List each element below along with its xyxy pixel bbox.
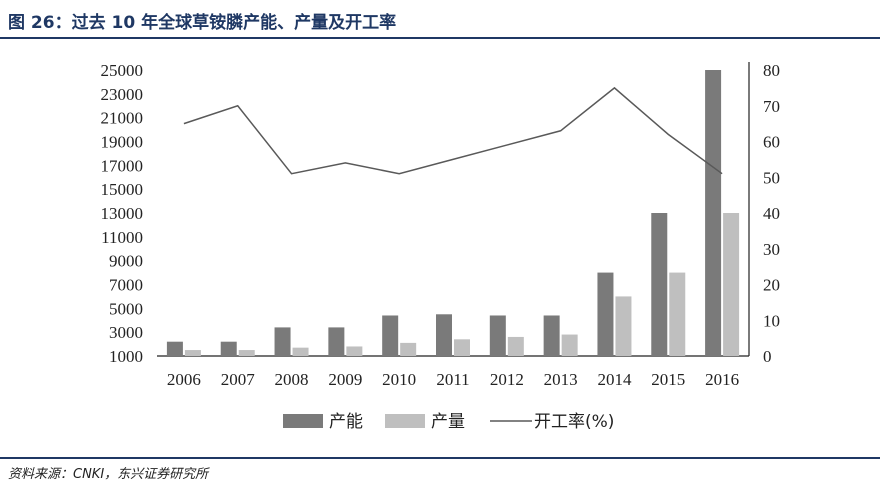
y-left-ticks: 25000 23000 21000 19000 17000 15000 13000 11000… [101, 61, 144, 366]
y-right-tick-label: 60 [763, 133, 780, 152]
y-right-tick-label: 20 [763, 276, 780, 295]
x-tick-label: 2014 [597, 370, 632, 389]
y-right-tick-label: 0 [763, 347, 772, 366]
bar-output-2010 [400, 342, 417, 356]
y-left-tick-label: 17000 [101, 156, 144, 175]
x-tick-label: 2010 [382, 370, 416, 389]
line-utilization-rate [183, 86, 723, 175]
x-tick-label: 2015 [651, 370, 685, 389]
x-tick-label: 2016 [705, 370, 739, 389]
y-left-tick-label: 7000 [109, 276, 143, 295]
bar-output-2013 [561, 334, 578, 356]
y-left-tick-label: 19000 [101, 133, 144, 152]
y-left-tick-label: 9000 [109, 252, 143, 271]
x-axis-ticks: 2006 2007 2008 2009 2010 2011 2012 2013 2014 2015… [167, 370, 739, 389]
bar-capacity-2006 [166, 341, 183, 356]
footer-divider [0, 457, 880, 459]
title-divider [0, 37, 880, 39]
y-right-tick-label: 70 [763, 97, 780, 116]
chart-line [183, 86, 723, 175]
y-right-tick-label: 50 [763, 168, 780, 187]
bar-capacity-2008 [274, 327, 291, 356]
y-right-ticks: 80 70 60 50 40 30 20 10 0 [763, 61, 780, 366]
legend-label-rate: 开工率(%) [534, 412, 614, 432]
chart-legend: 产能 产量 开工率(%) [283, 412, 614, 432]
bar-output-2009 [346, 346, 363, 356]
bar-capacity-2007 [220, 341, 237, 356]
x-tick-label: 2006 [167, 370, 201, 389]
y-left-tick-label: 1000 [109, 347, 143, 366]
y-left-tick-label: 3000 [109, 323, 143, 342]
y-right-tick-label: 30 [763, 240, 780, 259]
bar-output-2014 [615, 296, 632, 356]
x-tick-label: 2007 [221, 370, 256, 389]
legend-label-output: 产量 [431, 412, 465, 432]
bar-output-2016 [723, 213, 740, 356]
bar-output-2011 [454, 339, 470, 356]
x-tick-label: 2009 [328, 370, 362, 389]
bar-output-2006 [184, 350, 201, 356]
y-left-tick-label: 11000 [101, 228, 143, 247]
figure-title: 图 26：过去 10 年全球草铵膦产能、产量及开工率 [8, 13, 397, 33]
legend-label-capacity: 产能 [329, 412, 363, 432]
bar-capacity-2009 [328, 327, 345, 356]
y-left-tick-label: 15000 [101, 180, 144, 199]
x-tick-label: 2012 [490, 370, 524, 389]
bar-capacity-2011 [436, 314, 452, 356]
bar-output-2015 [669, 272, 686, 356]
bar-capacity-2013 [543, 315, 560, 356]
bar-capacity-2012 [489, 315, 506, 356]
x-tick-label: 2008 [275, 370, 309, 389]
chart-bars [166, 70, 740, 356]
x-tick-label: 2013 [544, 370, 578, 389]
y-left-tick-label: 25000 [101, 61, 144, 80]
bar-capacity-2016 [705, 70, 722, 356]
bar-output-2012 [507, 336, 524, 356]
chart: 2006 2007 2008 2009 2010 2011 2012 2013 2014 2015… [101, 61, 781, 432]
y-left-tick-label: 13000 [101, 204, 144, 223]
title-bar: 图 26：过去 10 年全球草铵膦产能、产量及开工率 [0, 0, 880, 39]
y-left-tick-label: 21000 [101, 109, 144, 128]
y-right-tick-label: 40 [763, 204, 780, 223]
legend-swatch-capacity [283, 414, 323, 428]
bar-output-2008 [292, 347, 309, 356]
y-left-tick-label: 23000 [101, 85, 144, 104]
bar-capacity-2015 [651, 213, 668, 356]
source-note: 资料来源：CNKI，东兴证券研究所 [8, 467, 209, 482]
y-right-tick-label: 10 [763, 311, 780, 330]
bar-output-2007 [238, 350, 255, 356]
bar-capacity-2010 [382, 315, 399, 356]
x-tick-label: 2011 [436, 370, 469, 389]
chart-axes [157, 62, 750, 357]
y-right-tick-label: 80 [763, 61, 780, 80]
bar-capacity-2014 [597, 272, 614, 356]
y-left-tick-label: 5000 [109, 299, 143, 318]
legend-swatch-output [385, 414, 425, 428]
